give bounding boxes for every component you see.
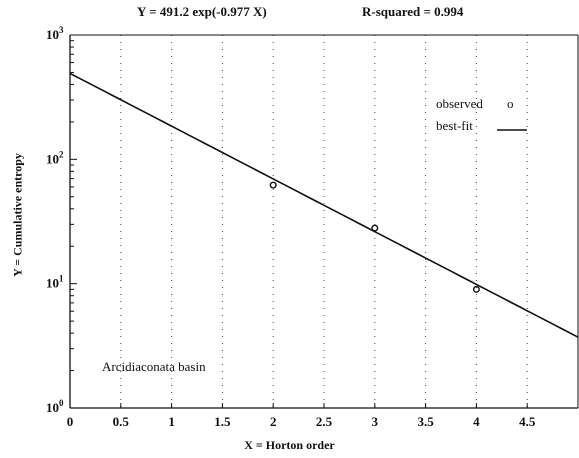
x-tick-label: 0 <box>67 414 74 429</box>
y-tick-label: 102 <box>46 149 64 166</box>
x-axis-label: X = Horton order <box>244 438 335 452</box>
best-fit-line <box>69 72 579 338</box>
axis-layer <box>69 34 579 409</box>
basin-annotation: Arcidiaconata basin <box>102 359 206 374</box>
x-tick-label: 2 <box>270 414 277 429</box>
x-tick-label: 2.5 <box>316 414 333 429</box>
grid-layer <box>120 35 528 408</box>
fit-layer <box>69 72 579 338</box>
legend-observed-marker: o <box>507 96 514 111</box>
legend-fit-label: best-fit <box>436 118 473 133</box>
x-tick-label: 4.5 <box>519 414 536 429</box>
x-tick-label: 4 <box>473 414 480 429</box>
y-tick-label: 101 <box>46 274 64 291</box>
y-tick-label: 103 <box>46 25 64 42</box>
observed-point <box>371 224 379 232</box>
legend-observed-label: observed <box>436 96 483 111</box>
x-tick-label: 3 <box>372 414 379 429</box>
tick-label-layer: 0 0.5 1 1.5 2 2.5 3 3.5 4 4.5 100 101 102 103 <box>46 25 536 429</box>
chart-equation: Y = 491.2 exp(-0.977 X) <box>137 4 267 19</box>
observed-point <box>472 285 480 293</box>
x-tick-label: 1 <box>168 414 175 429</box>
r-squared-label: R-squared = 0.994 <box>362 4 464 19</box>
x-tick-label: 0.5 <box>113 414 130 429</box>
x-tick-label: 3.5 <box>417 414 434 429</box>
point-layer <box>269 181 480 293</box>
y-tick-label: 100 <box>46 398 64 415</box>
x-tick-label: 1.5 <box>214 414 231 429</box>
observed-point <box>269 181 277 189</box>
